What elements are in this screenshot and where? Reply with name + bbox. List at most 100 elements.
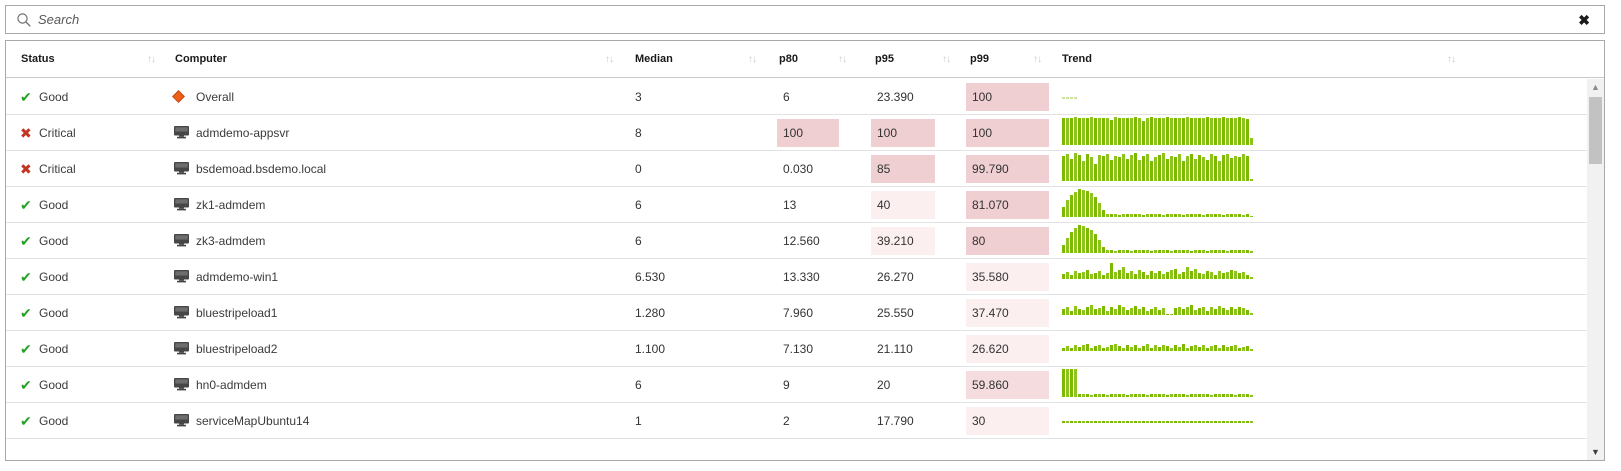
- p99-value: 35.580: [966, 263, 1049, 291]
- computer-name[interactable]: serviceMapUbuntu14: [196, 414, 310, 428]
- status-critical-icon: ✖: [20, 161, 32, 177]
- trend-sparkline: [1062, 117, 1254, 147]
- p95-value: 21.110: [877, 342, 913, 356]
- table-row[interactable]: ✔ Good zk3-admdem 6 12.560 39.210 80: [6, 223, 1587, 259]
- sort-icon[interactable]: ↑↓: [147, 54, 156, 65]
- computer-name[interactable]: bluestripeload1: [196, 306, 278, 320]
- p95-value: 100: [871, 119, 935, 147]
- p99-value: 37.470: [966, 299, 1049, 327]
- vertical-scrollbar[interactable]: ▲ ▼: [1587, 79, 1604, 460]
- p80-value: 12.560: [783, 234, 820, 248]
- trend-sparkline: [1062, 225, 1254, 255]
- column-header-trend[interactable]: Trend: [1062, 53, 1092, 65]
- search-input[interactable]: [38, 7, 1518, 32]
- computer-monitor-icon: [174, 414, 189, 432]
- median-value: 1: [635, 414, 642, 428]
- p95-value: 40: [871, 191, 935, 219]
- search-bar: ✖: [5, 5, 1605, 34]
- median-value: 6: [635, 198, 642, 212]
- p99-value: 99.790: [966, 155, 1049, 183]
- scroll-up-arrow-icon[interactable]: ▲: [1591, 82, 1600, 92]
- p80-value: 2: [783, 414, 790, 428]
- table-row[interactable]: ✖ Critical admdemo-appsvr 8 100 100 100: [6, 115, 1587, 151]
- computer-monitor-icon: [174, 162, 189, 180]
- computer-name[interactable]: Overall: [196, 90, 235, 104]
- median-value: 0: [635, 162, 642, 176]
- computer-name[interactable]: zk3-admdem: [196, 234, 266, 248]
- table-row[interactable]: ✖ Critical bsdemoad.bsdemo.local 0 0.030 85 99…: [6, 151, 1587, 187]
- sort-icon[interactable]: ↑↓: [838, 54, 847, 65]
- trend-sparkline: [1062, 297, 1254, 327]
- scrollbar-thumb[interactable]: [1589, 97, 1602, 164]
- table-row[interactable]: ✔ Good bluestripeload1 1.280 7.960 25.550 37.4…: [6, 295, 1587, 331]
- column-header-p80[interactable]: p80: [779, 53, 798, 65]
- sort-icon[interactable]: ↑↓: [1447, 54, 1456, 65]
- column-header-status[interactable]: Status: [21, 53, 55, 65]
- status-label: Critical: [39, 162, 76, 176]
- status-good-icon: ✔: [20, 341, 32, 357]
- p99-value: 80: [966, 227, 1049, 255]
- computer-name[interactable]: zk1-admdem: [196, 198, 266, 212]
- p99-value: 26.620: [966, 335, 1049, 363]
- computer-name[interactable]: bluestripeload2: [196, 342, 278, 356]
- median-value: 3: [635, 90, 642, 104]
- sort-icon[interactable]: ↑↓: [942, 54, 951, 65]
- sort-icon[interactable]: ↑↓: [748, 54, 757, 65]
- p99-value: 30: [966, 407, 1049, 435]
- trend-sparkline: [1062, 261, 1254, 291]
- p80-value: 100: [777, 119, 839, 147]
- computer-name[interactable]: admdemo-win1: [196, 270, 279, 284]
- status-good-icon: ✔: [20, 233, 32, 249]
- median-value: 6: [635, 378, 642, 392]
- computer-name[interactable]: bsdemoad.bsdemo.local: [196, 162, 327, 176]
- computer-name[interactable]: admdemo-appsvr: [196, 126, 290, 140]
- status-good-icon: ✔: [20, 377, 32, 393]
- sort-icon[interactable]: ↑↓: [1033, 54, 1042, 65]
- table-row[interactable]: ✔ Good zk1-admdem 6 13 40 81.070: [6, 187, 1587, 223]
- p95-value: 39.210: [871, 227, 935, 255]
- trend-sparkline: [1062, 189, 1254, 219]
- column-header-median[interactable]: Median: [635, 53, 673, 65]
- table-row[interactable]: ✔ Good serviceMapUbuntu14 1 2 17.790 30: [6, 403, 1587, 439]
- p95-value: 17.790: [877, 414, 914, 428]
- p99-value: 100: [966, 119, 1049, 147]
- table-row[interactable]: ✔ Good Overall 3 6 23.390 100: [6, 79, 1587, 115]
- scroll-down-arrow-icon[interactable]: ▼: [1591, 447, 1600, 457]
- p80-value: 7.960: [783, 306, 814, 320]
- computer-monitor-icon: [174, 198, 189, 216]
- status-label: Good: [39, 90, 69, 104]
- status-good-icon: ✔: [20, 197, 32, 213]
- computer-performance-table: Status ↑↓ Computer ↑↓ Median ↑↓ p80 ↑↓ p95 ↑↓ p99 ↑…: [5, 40, 1605, 461]
- table-row[interactable]: ✔ Good bluestripeload2 1.100 7.130 21.110 26.6…: [6, 331, 1587, 367]
- computer-monitor-icon: [174, 342, 189, 360]
- trend-sparkline: [1062, 153, 1254, 183]
- computer-monitor-icon: [174, 126, 189, 144]
- median-value: 1.100: [635, 342, 666, 356]
- median-value: 6: [635, 234, 642, 248]
- p80-value: 9: [783, 378, 790, 392]
- column-header-p95[interactable]: p95: [875, 53, 894, 65]
- trend-sparkline: [1062, 81, 1078, 111]
- status-label: Good: [39, 270, 69, 284]
- table-row[interactable]: ✔ Good hn0-admdem 6 9 20 59.860: [6, 367, 1587, 403]
- close-icon[interactable]: ✖: [1578, 12, 1590, 28]
- table-row[interactable]: ✔ Good admdemo-win1 6.530 13.330 26.270 35.580: [6, 259, 1587, 295]
- sort-icon[interactable]: ↑↓: [605, 54, 614, 65]
- magnifier-icon: [17, 13, 31, 27]
- column-header-p99[interactable]: p99: [970, 53, 989, 65]
- p80-value: 7.130: [783, 342, 814, 356]
- trend-sparkline: [1062, 369, 1254, 399]
- status-good-icon: ✔: [20, 89, 32, 105]
- status-good-icon: ✔: [20, 305, 32, 321]
- status-label: Critical: [39, 126, 76, 140]
- p95-value: 25.550: [877, 306, 914, 320]
- computer-name[interactable]: hn0-admdem: [196, 378, 267, 392]
- computer-monitor-icon: [174, 234, 189, 252]
- table-body: ✔ Good Overall 3 6 23.390 100 ✖ Critical admdemo-…: [6, 79, 1587, 460]
- p95-value: 20: [877, 378, 891, 392]
- p80-value: 13: [783, 198, 797, 212]
- status-good-icon: ✔: [20, 269, 32, 285]
- status-label: Good: [39, 306, 69, 320]
- column-header-computer[interactable]: Computer: [175, 53, 227, 65]
- computer-monitor-icon: [174, 306, 189, 324]
